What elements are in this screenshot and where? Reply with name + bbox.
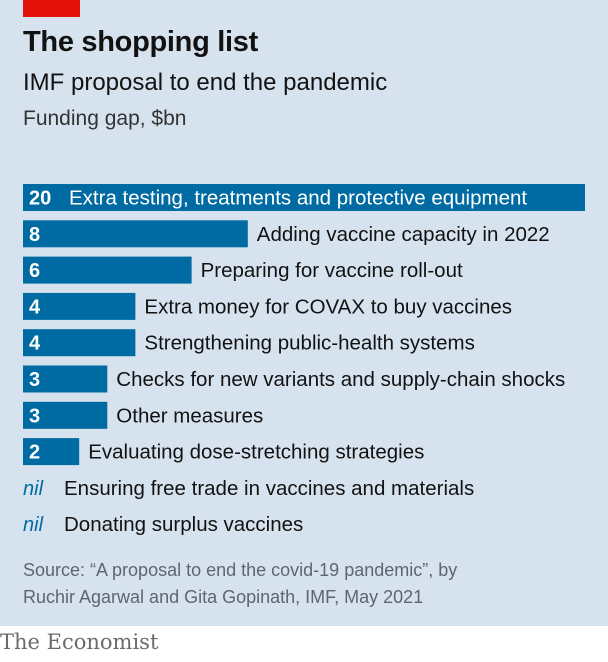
bar-value-label: 3 [29, 369, 40, 391]
bar-value-label: 4 [29, 296, 41, 318]
chart-subtitle: IMF proposal to end the pandemic [23, 69, 388, 96]
bar-value-label: 8 [29, 224, 40, 246]
bar [23, 365, 108, 393]
bar [23, 438, 80, 466]
bar [23, 329, 136, 357]
category-label: Checks for new variants and supply-chain… [116, 368, 565, 391]
brand-red-tag [23, 0, 80, 17]
bar [23, 256, 192, 284]
category-label: Evaluating dose-stretching strategies [88, 441, 424, 464]
category-label: Ensuring free trade in vaccines and mate… [64, 477, 474, 500]
source-line-2: Ruchir Agarwal and Gita Gopinath, IMF, M… [23, 587, 424, 607]
category-label: Extra testing, treatments and protective… [69, 187, 527, 210]
bar [23, 220, 248, 248]
category-label: Preparing for vaccine roll-out [201, 259, 463, 282]
publisher-logo: The Economist [0, 630, 159, 654]
category-label: Extra money for COVAX to buy vaccines [144, 295, 512, 318]
chart-unit-label: Funding gap, $bn [23, 107, 187, 130]
bar [23, 184, 585, 211]
category-label: Strengthening public-health systems [144, 332, 474, 355]
bar-value-label: nil [23, 478, 44, 500]
bar-value-label: 2 [29, 442, 40, 464]
category-label: Other measures [116, 404, 263, 427]
source-note: Source: “A proposal to end the covid-19 … [23, 557, 457, 611]
bar-value-label: 20 [29, 188, 51, 210]
bar [23, 401, 108, 429]
chart-title: The shopping list [23, 26, 258, 58]
bar [23, 292, 136, 320]
bar-value-label: nil [23, 514, 44, 536]
category-label: Donating surplus vaccines [64, 513, 303, 536]
bar-chart: 20 Extra testing, treatments and protecti… [23, 184, 585, 536]
category-label: Adding vaccine capacity in 2022 [257, 223, 550, 246]
bar-value-label: 4 [29, 333, 41, 355]
bar-value-label: 6 [29, 260, 40, 282]
bar-value-label: 3 [29, 405, 40, 427]
source-line-1: Source: “A proposal to end the covid-19 … [23, 560, 458, 580]
